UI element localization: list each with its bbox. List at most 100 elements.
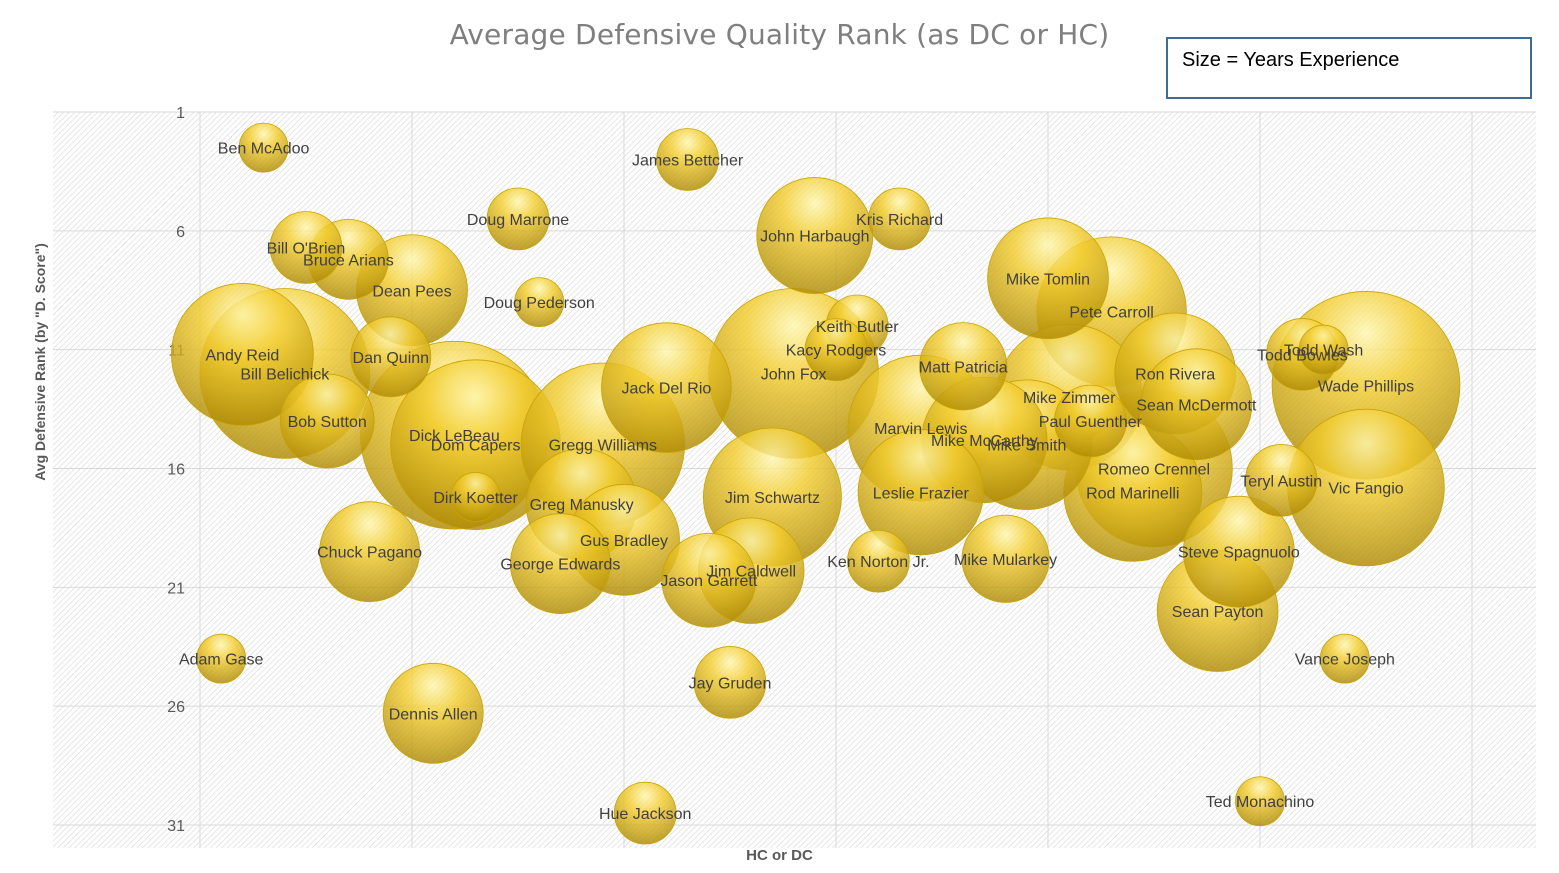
bubble-labels: Ben McAdoo James Bettcher Doug Marrone Kris… — [179, 141, 1414, 823]
bubble-label: Dennis Allen — [389, 706, 478, 723]
bubble-label: Ken Norton Jr. — [827, 554, 929, 571]
bubble-label: Mike McCarthy — [931, 433, 1038, 450]
bubble-mike-mularkey — [961, 514, 1050, 603]
bubble-label: Romeo Crennel — [1098, 462, 1210, 479]
bubble-label: Vic Fangio — [1328, 481, 1403, 498]
bubble-label: Bill Belichick — [240, 366, 330, 383]
bubble-label: Paul Guenther — [1039, 414, 1143, 431]
bubble-label: Andy Reid — [205, 347, 279, 364]
bubble-kacy-rodgers — [804, 318, 868, 381]
bubble-label: Gregg Williams — [549, 438, 657, 455]
bubble-ken-norton-jr — [847, 529, 910, 593]
chart-title: Average Defensive Quality Rank (as DC or… — [449, 18, 1110, 51]
bubble-label: Dick LeBeau — [409, 428, 500, 445]
bubble-bill-o-brien — [269, 211, 343, 284]
bubble-label: Bruce Arians — [303, 252, 394, 269]
bubble-label: Bill O'Brien — [267, 240, 346, 257]
bubble-label: Greg Manusky — [530, 497, 634, 514]
bubble-john-harbaugh — [756, 177, 874, 295]
bubble-vance-joseph — [1319, 633, 1370, 684]
bubble-label: Jim Schwartz — [725, 490, 820, 507]
bubble-label: Dan Quinn — [353, 350, 430, 367]
bubble-label: Steve Spagnuolo — [1178, 545, 1300, 562]
bubble-label: Sean McDermott — [1136, 397, 1257, 414]
bubble-label: Rod Marinelli — [1086, 485, 1179, 502]
bubble-dan-quinn — [350, 316, 432, 398]
bubble-label: Mike Smith — [987, 438, 1066, 455]
bubble-ted-monachino — [1235, 776, 1285, 827]
bubble-label: Dirk Koetter — [433, 490, 518, 507]
bubble-label: Kris Richard — [856, 212, 943, 229]
bubble-label: Hue Jackson — [599, 806, 692, 823]
bubble-label: Jim Caldwell — [706, 564, 796, 581]
bubble-label: John Fox — [761, 366, 827, 383]
bubble-paul-guenther — [1054, 384, 1127, 458]
bubble-kris-richard — [868, 187, 931, 251]
bubble-sean-mcdermott — [1140, 348, 1253, 461]
bubble-label: Sean Payton — [1172, 604, 1264, 621]
bubble-label: Vance Joseph — [1295, 652, 1395, 669]
bubble-label: George Edwards — [500, 557, 620, 574]
bubble-hue-jackson — [613, 781, 677, 845]
bubble-james-bettcher — [656, 128, 719, 191]
y-tick-label: 31 — [167, 818, 185, 835]
y-axis-ticks: 161116212631 — [167, 105, 185, 835]
bubble-label: Chuck Pagano — [317, 545, 422, 562]
bubble-label: Jack Del Rio — [621, 381, 711, 398]
bubble-label: Marvin Lewis — [874, 421, 967, 438]
y-tick-label: 26 — [167, 699, 185, 716]
bubble-label: Matt Patricia — [919, 359, 1008, 376]
bubble-label: Ted Monachino — [1206, 794, 1315, 811]
size-note-box: Size = Years Experience — [1166, 37, 1532, 99]
bubble-label: Keith Butler — [816, 319, 899, 336]
bubble-chuck-pagano — [319, 501, 421, 603]
bubble-adam-gase — [196, 633, 247, 684]
bubble-label: Jay Gruden — [689, 675, 772, 692]
bubble-label: Doug Marrone — [467, 212, 569, 229]
y-axis-label: Avg Defensive Rank (by "D. Score") — [32, 243, 48, 481]
y-tick-label: 21 — [167, 580, 185, 597]
bubble-label: Mike Tomlin — [1006, 271, 1090, 288]
bubble-label: Todd Wash — [1284, 343, 1363, 360]
size-note-text: Size = Years Experience — [1182, 49, 1400, 71]
bubble-dennis-allen — [382, 662, 484, 764]
bubble-ben-mcadoo — [238, 122, 289, 173]
bubble-label: Teryl Austin — [1240, 473, 1322, 490]
y-tick-label: 16 — [167, 462, 185, 479]
x-axis-label: HC or DC — [746, 847, 813, 864]
bubble-george-edwards — [509, 513, 611, 614]
bubble-label: Jason Garrett — [660, 573, 757, 590]
bubble-label: Gus Bradley — [580, 533, 668, 550]
bubble-doug-pederson — [514, 277, 565, 328]
bubble-andy-reid — [170, 283, 314, 426]
bubble-jay-gruden — [693, 646, 767, 719]
y-tick-label: 6 — [176, 224, 185, 241]
bubble-label: Todd Bowles — [1257, 347, 1348, 364]
bubble-doug-marrone — [486, 187, 550, 251]
bubble-bob-sutton — [279, 373, 375, 469]
bubble-label: Ron Rivera — [1135, 366, 1215, 383]
bubble-label: Mike Mularkey — [954, 552, 1057, 569]
bubble-label: James Bettcher — [632, 153, 744, 170]
bubbles — [170, 122, 1461, 845]
bubble-label: Dean Pees — [372, 283, 451, 300]
bubble-label: Bob Sutton — [288, 414, 367, 431]
bubble-matt-patricia — [919, 322, 1008, 411]
bubble-steve-spagnuolo — [1182, 495, 1295, 608]
bubble-label: Ben McAdoo — [218, 141, 310, 158]
bubble-jack-del-rio — [601, 322, 732, 453]
bubble-label: John Harbaugh — [760, 229, 869, 246]
bubble-label: Doug Pederson — [484, 295, 595, 312]
bubble-jason-garrett — [661, 532, 757, 628]
bubble-dirk-koetter — [450, 472, 501, 522]
y-tick-label: 1 — [176, 105, 185, 122]
bubble-todd-wash — [1298, 324, 1349, 375]
bubble-label: Dom Capers — [431, 438, 521, 455]
bubble-teryl-austin — [1244, 444, 1318, 517]
bubble-label: Wade Phillips — [1318, 378, 1414, 395]
bubble-label: Pete Carroll — [1069, 305, 1153, 322]
bubble-mike-tomlin — [987, 217, 1109, 340]
bubble-label: Mike Zimmer — [1023, 390, 1116, 407]
